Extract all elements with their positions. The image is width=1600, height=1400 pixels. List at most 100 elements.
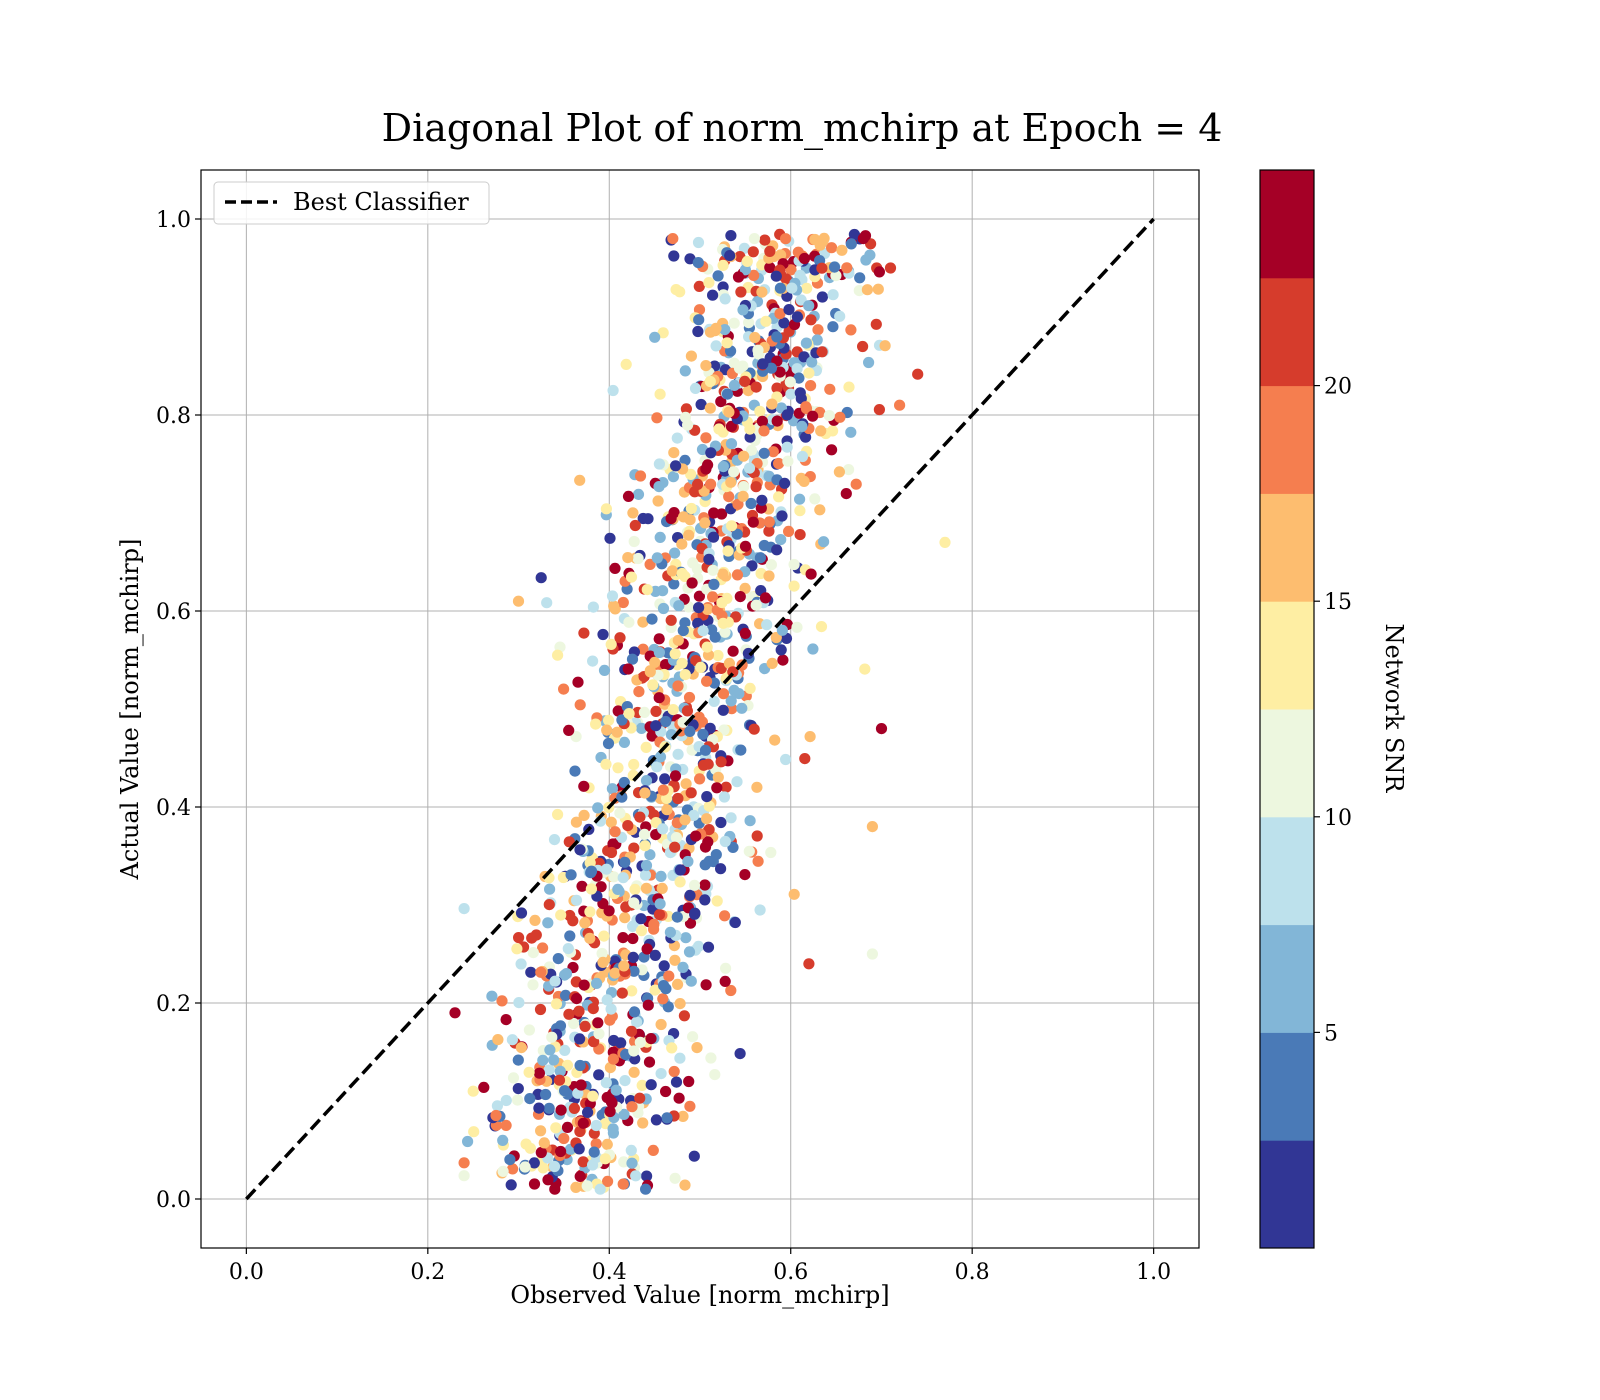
data-point (775, 644, 787, 656)
data-point (848, 228, 861, 241)
data-point (800, 403, 813, 415)
data-point (458, 1170, 470, 1182)
data-point (657, 784, 669, 796)
data-point (800, 431, 812, 443)
data-point (618, 960, 630, 972)
data-point (845, 238, 857, 250)
data-point (766, 657, 778, 670)
data-point (527, 947, 539, 959)
data-point (559, 1085, 571, 1097)
data-point (570, 816, 583, 828)
data-point (717, 259, 729, 271)
data-point (598, 664, 611, 677)
data-point (585, 883, 598, 895)
data-point (491, 1100, 503, 1112)
data-point (657, 823, 669, 835)
data-point (634, 1092, 646, 1104)
data-point (816, 291, 829, 303)
data-point (807, 410, 819, 422)
data-point (717, 568, 729, 580)
data-point (614, 632, 626, 644)
data-point (513, 932, 525, 944)
data-point (717, 461, 730, 473)
data-point (704, 375, 716, 388)
data-point (688, 1150, 700, 1162)
data-point (640, 1183, 652, 1195)
data-point (641, 584, 653, 596)
data-point (803, 958, 815, 970)
data-point (628, 842, 640, 854)
data-point (694, 773, 706, 785)
x-axis-title: Observed Value [norm_mchirp] (510, 1281, 889, 1309)
data-point (609, 826, 621, 838)
data-point (632, 488, 645, 500)
data-point (834, 310, 846, 322)
data-point (550, 1122, 562, 1134)
data-point (668, 250, 680, 262)
data-point (505, 1179, 517, 1191)
data-point (728, 317, 740, 329)
data-point (692, 257, 704, 269)
data-point (701, 603, 714, 616)
data-point (725, 812, 737, 824)
data-point (593, 1069, 605, 1081)
data-point (449, 1007, 461, 1019)
data-point (732, 271, 745, 283)
data-point (780, 753, 792, 766)
data-point (702, 459, 714, 471)
data-point (671, 432, 683, 444)
data-point (859, 663, 871, 675)
legend-box (213, 181, 490, 225)
data-point (543, 1102, 555, 1114)
data-point (794, 493, 806, 505)
data-point (795, 294, 807, 306)
data-point (544, 883, 556, 895)
data-point (870, 318, 882, 330)
data-point (682, 419, 694, 431)
data-point (840, 488, 852, 500)
data-point (699, 841, 712, 853)
data-point (716, 597, 728, 609)
data-point (647, 1144, 659, 1156)
data-point (715, 863, 727, 875)
data-point (693, 314, 705, 326)
data-point (543, 1064, 555, 1076)
data-point (593, 1028, 605, 1040)
colorbar-segment (1260, 1032, 1314, 1141)
data-point (754, 552, 767, 564)
data-point (744, 431, 756, 443)
data-point (668, 578, 680, 590)
data-point (653, 692, 665, 704)
data-point (756, 286, 768, 298)
colorbar-segment (1260, 709, 1314, 818)
data-point (672, 978, 684, 991)
y-axis-title: Actual Value [norm_mchirp] (116, 539, 144, 881)
data-point (616, 714, 628, 726)
data-point (788, 580, 800, 592)
data-point (866, 821, 879, 833)
data-point (607, 838, 619, 850)
data-point (637, 643, 649, 655)
data-point (528, 1157, 540, 1169)
data-point (683, 1075, 695, 1088)
data-point (497, 1165, 509, 1177)
data-point (809, 493, 821, 505)
data-point (617, 596, 629, 609)
data-point (626, 1157, 638, 1169)
data-point (659, 773, 671, 785)
data-point (661, 1112, 673, 1124)
data-point (805, 314, 817, 326)
data-point (515, 1042, 528, 1054)
data-point (628, 758, 640, 771)
data-point (691, 1042, 703, 1054)
data-point (645, 1079, 657, 1091)
data-point (600, 503, 613, 515)
data-point (605, 1003, 617, 1015)
data-point (598, 930, 610, 942)
data-point (655, 1068, 667, 1080)
data-point (763, 525, 775, 537)
data-point (607, 384, 619, 397)
data-point (619, 856, 631, 868)
data-point (635, 925, 648, 937)
data-point (669, 1172, 681, 1184)
